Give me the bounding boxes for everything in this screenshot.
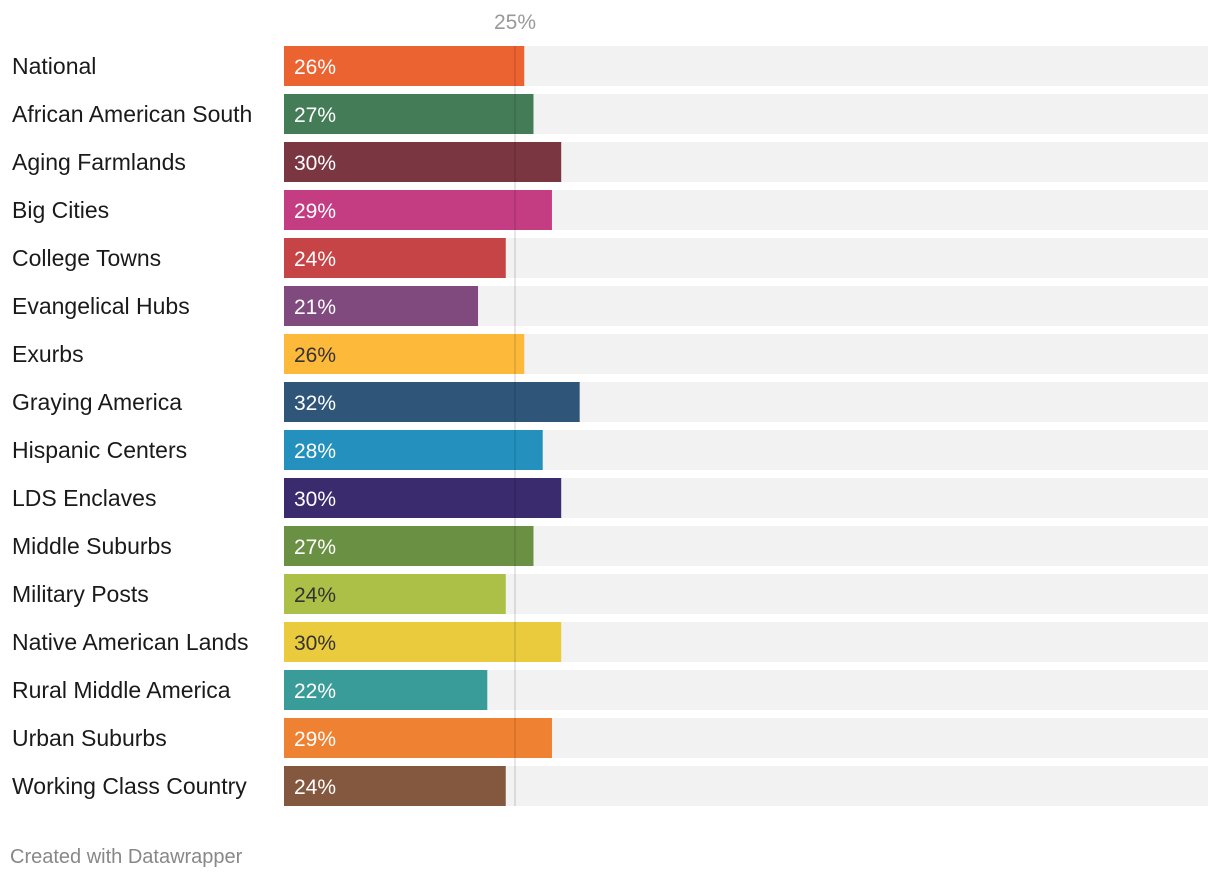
value-label: 27% [294,536,336,559]
category-label: Exurbs [12,341,84,367]
category-label: Native American Lands [12,629,249,655]
value-label: 26% [294,56,336,79]
bar [284,766,506,806]
bar [284,670,488,710]
bar [284,430,543,470]
bar [284,622,562,662]
category-label: Hispanic Centers [12,437,187,463]
bar [284,286,479,326]
category-label: Aging Farmlands [12,149,186,175]
bar [284,190,552,230]
value-label: 22% [294,680,336,703]
category-label: Working Class Country [12,773,247,799]
value-label: 24% [294,584,336,607]
value-label: 29% [294,728,336,751]
bar-chart: National 26% African American South 27% Agin… [12,11,1208,806]
category-label: Evangelical Hubs [12,293,190,319]
bar [284,334,525,374]
bar [284,478,562,518]
category-label: Big Cities [12,197,109,223]
category-label: Graying America [12,389,182,415]
category-label: Rural Middle America [12,677,231,703]
value-label: 29% [294,200,336,223]
bar [284,238,506,278]
bar [284,142,562,182]
value-label: 26% [294,344,336,367]
data-bars [284,46,580,806]
value-label: 30% [294,632,336,655]
value-label: 28% [294,440,336,463]
value-label: 32% [294,392,336,415]
value-label: 24% [294,776,336,799]
category-label: Urban Suburbs [12,725,167,751]
text-labels: National 26% African American South 27% Agin… [12,11,536,799]
value-label: 30% [294,152,336,175]
value-label: 21% [294,296,336,319]
bar [284,718,552,758]
bar [284,382,580,422]
value-label: 30% [294,488,336,511]
footer-credit: Created with Datawrapper [10,846,243,868]
reference-line-label: 25% [494,11,536,34]
category-label: African American South [12,101,252,127]
value-label: 24% [294,248,336,271]
category-label: LDS Enclaves [12,485,156,511]
category-label: College Towns [12,245,161,271]
bar [284,94,534,134]
bar [284,574,506,614]
value-label: 27% [294,104,336,127]
category-label: National [12,53,96,79]
category-label: Military Posts [12,581,149,607]
bar [284,526,534,566]
bar [284,46,525,86]
category-label: Middle Suburbs [12,533,172,559]
